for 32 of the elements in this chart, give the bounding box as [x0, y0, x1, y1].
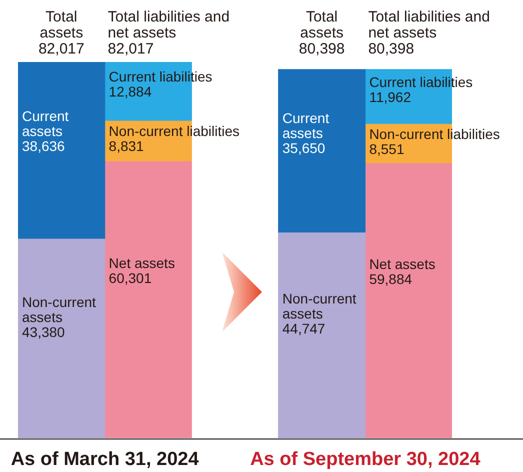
series-label: Net assets — [369, 256, 436, 272]
data-label: 38,636 — [22, 138, 66, 154]
data-label: 59,884 — [369, 271, 412, 288]
x-tick-label: Total assets — [40, 8, 84, 42]
series-label: Non-current assets — [282, 290, 356, 322]
text: Non-current assets — [22, 294, 96, 326]
x-tick-label: Total liabilities and net assets — [108, 8, 230, 42]
text: Net assets — [108, 254, 175, 271]
total-label: 82,017 — [108, 40, 154, 58]
bar — [18, 62, 106, 240]
total-label: 80,398 — [368, 40, 414, 58]
bar — [278, 69, 366, 234]
data-label: 8,551 — [369, 141, 404, 158]
series-label: Current assets — [282, 110, 330, 142]
text: As of March 31, 2024 — [10, 449, 200, 470]
total-label: 80,398 — [298, 40, 345, 58]
data-label: 43,380 — [22, 324, 66, 340]
bar — [18, 238, 106, 438]
data-label: 8,831 — [108, 138, 144, 154]
x-tick-label: Total liabilities and net assets — [368, 8, 490, 42]
text: Current assets — [22, 108, 69, 140]
bar — [278, 232, 366, 438]
text: As of September 30, 2024 — [250, 449, 481, 470]
bar — [104, 161, 192, 438]
data-label: 60,301 — [108, 270, 152, 286]
data-label: 35,650 — [282, 140, 326, 156]
x-tick-label: Total assets — [300, 8, 344, 42]
bar — [364, 163, 452, 438]
data-label: 12,884 — [108, 83, 152, 100]
total-label: 82,017 — [38, 40, 84, 58]
data-label: 11,962 — [369, 89, 412, 106]
data-label: 44,747 — [282, 320, 326, 336]
